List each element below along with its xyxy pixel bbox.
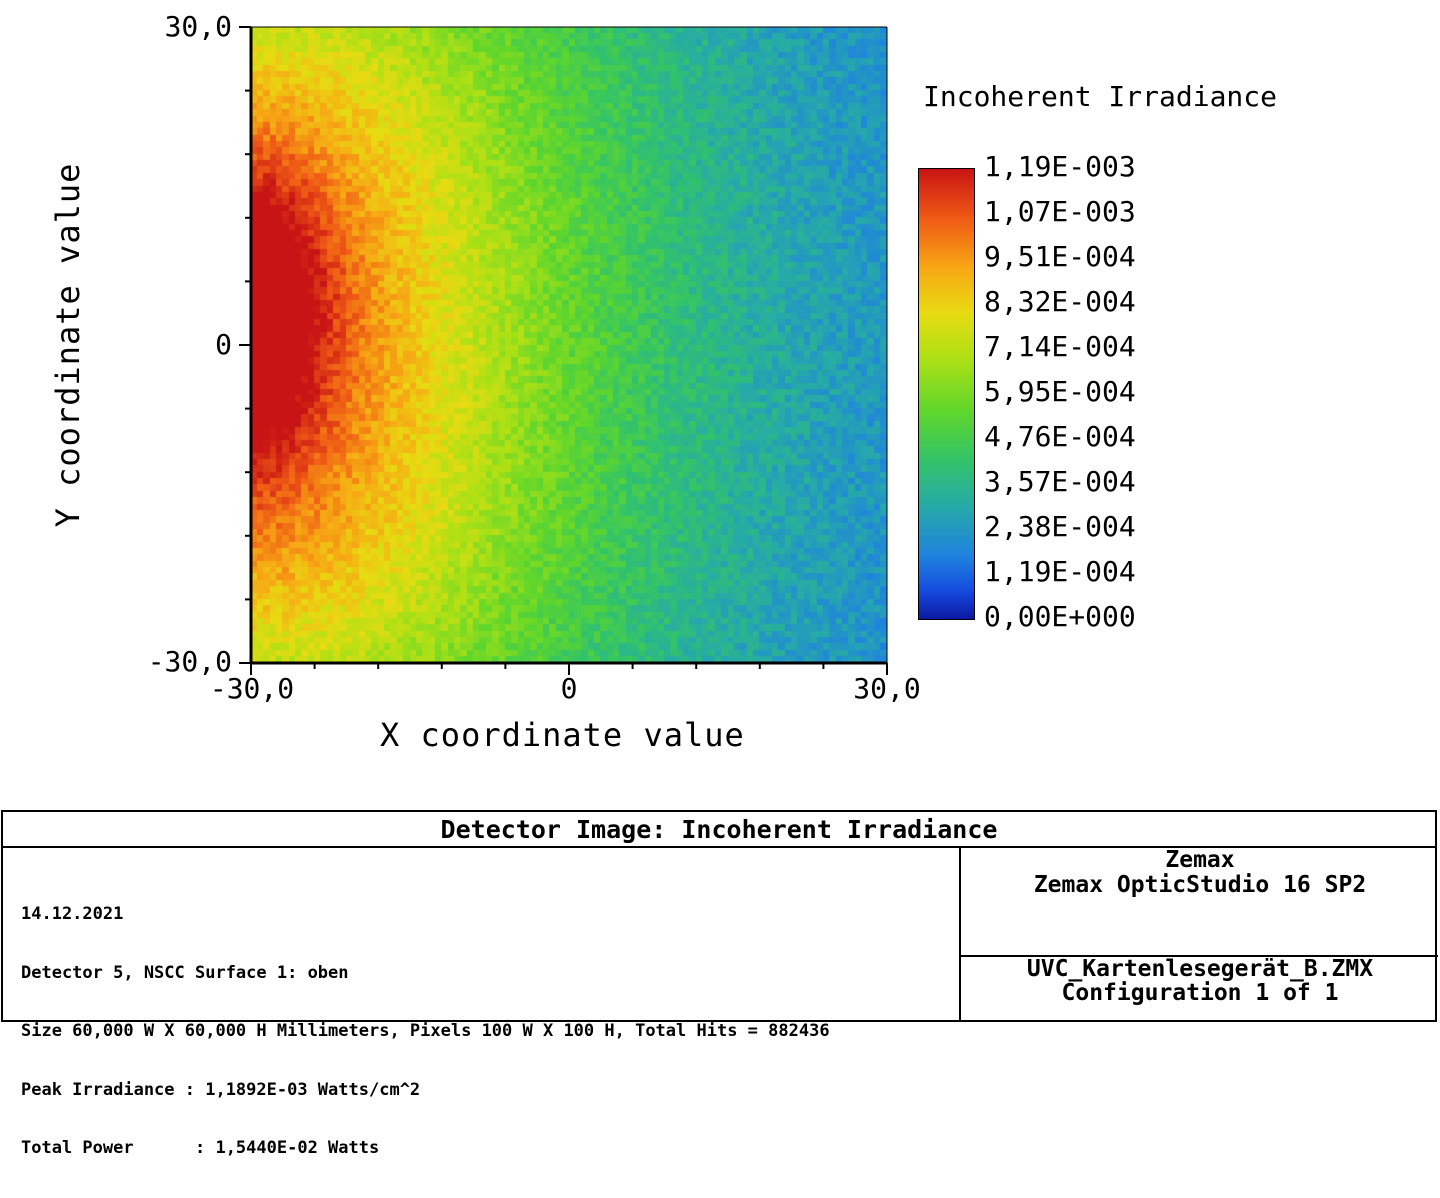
colorbar-label: 1,19E-004 xyxy=(984,555,1136,588)
x-tick-label-mid: 0 xyxy=(560,672,578,705)
colorbar-label: 1,19E-003 xyxy=(984,150,1136,183)
heatmap-plot xyxy=(251,27,887,663)
info-title: Detector Image: Incoherent Irradiance xyxy=(3,812,1435,848)
colorbar-gradient xyxy=(918,168,975,620)
y-tick-label-mid: 0 xyxy=(215,328,232,361)
info-company: Zemax xyxy=(1165,847,1235,873)
colorbar-label: 5,95E-004 xyxy=(984,375,1136,408)
info-file: UVC_Kartenlesegerät_B.ZMX xyxy=(1026,956,1374,982)
colorbar-label: 1,07E-003 xyxy=(984,195,1136,228)
colorbar-label: 2,38E-004 xyxy=(984,510,1136,543)
colorbar-label: 0,00E+000 xyxy=(984,600,1136,633)
x-tick-label-right: 30,0 xyxy=(853,672,921,705)
colorbar-label: 4,76E-004 xyxy=(984,420,1136,453)
info-peak-irradiance: Peak Irradiance : 1,1892E-03 Watts/cm^2 xyxy=(21,1079,421,1100)
colorbar-label: 7,14E-004 xyxy=(984,330,1136,363)
info-divider-vertical xyxy=(959,848,961,1022)
info-box: Detector Image: Incoherent Irradiance 14… xyxy=(1,810,1438,1158)
y-tick-label-top: 30,0 xyxy=(164,10,232,43)
x-axis-title: X coordinate value xyxy=(380,716,745,754)
x-tick-label-left: -30,0 xyxy=(209,672,295,705)
colorbar-label: 9,51E-004 xyxy=(984,240,1136,273)
colorbar-label: 8,32E-004 xyxy=(984,285,1136,318)
info-config: Configuration 1 of 1 xyxy=(1061,980,1339,1006)
y-tick-label-bottom: -30,0 xyxy=(147,645,232,678)
colorbar-label: 3,57E-004 xyxy=(984,465,1136,498)
info-details: 14.12.2021 Detector 5, NSCC Surface 1: o… xyxy=(21,866,830,1198)
info-total-power: Total Power : 1,5440E-02 Watts xyxy=(21,1138,380,1158)
plot-axes xyxy=(239,26,888,675)
info-divider-horizontal xyxy=(960,955,1438,957)
info-date: 14.12.2021 xyxy=(21,904,124,924)
info-product: Zemax OpticStudio 16 SP2 xyxy=(1033,872,1367,898)
colorbar-title: Incoherent Irradiance xyxy=(923,80,1278,113)
info-detector: Detector 5, NSCC Surface 1: oben xyxy=(21,962,349,983)
y-axis-title: Y coordinate value xyxy=(49,162,87,528)
